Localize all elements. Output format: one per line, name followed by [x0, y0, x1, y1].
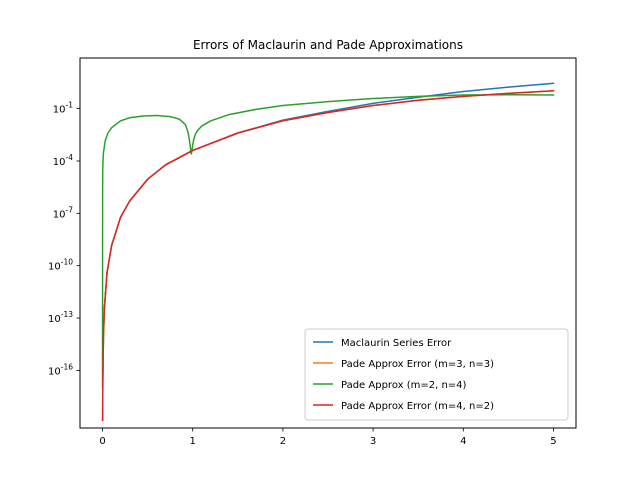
- y-axis: 10-16 10-13 10-10 10-7 10-4 10-1: [48, 101, 80, 377]
- x-tick-label: 5: [550, 436, 556, 447]
- plot-frame: [79, 57, 577, 429]
- legend-label-0: Maclaurin Series Error: [341, 338, 452, 349]
- y-tick-label: 10-10: [48, 258, 73, 273]
- y-tick-label: 10-4: [53, 153, 73, 168]
- y-tick-label: 10-1: [53, 101, 73, 116]
- legend-label-1: Pade Approx Error (m=3, n=3): [341, 359, 494, 370]
- x-tick-label: 3: [370, 436, 376, 447]
- legend-label-3: Pade Approx Error (m=4, n=2): [341, 401, 494, 412]
- y-tick-label: 10-7: [53, 205, 73, 220]
- y-tick-label: 10-16: [48, 362, 73, 377]
- legend: Maclaurin Series Error Pade Approx Error …: [304, 328, 569, 421]
- x-tick-label: 4: [460, 436, 466, 447]
- x-tick-label: 0: [99, 436, 105, 447]
- x-axis: 0 1 2 3 4 5: [99, 428, 557, 447]
- series-line-2: [101, 94, 555, 389]
- series-line-3: [101, 89, 555, 421]
- chart-title: Errors of Maclaurin and Pade Approximati…: [193, 38, 463, 52]
- y-tick-label: 10-13: [48, 310, 73, 325]
- legend-label-2: Pade Approx (m=2, n=4): [341, 380, 467, 391]
- x-tick-label: 2: [280, 436, 286, 447]
- legend-box: [304, 328, 569, 421]
- x-tick-label: 1: [190, 436, 196, 447]
- series-layer: [101, 82, 555, 421]
